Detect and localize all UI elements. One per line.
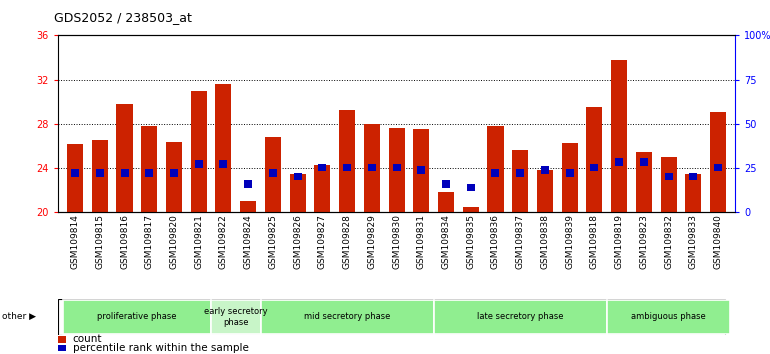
Text: GSM109829: GSM109829 bbox=[367, 215, 377, 269]
Bar bbox=[95, 169, 104, 177]
Bar bbox=[566, 169, 574, 177]
Bar bbox=[611, 60, 627, 212]
Bar bbox=[314, 165, 330, 212]
Text: GSM109822: GSM109822 bbox=[219, 215, 228, 269]
Bar bbox=[343, 164, 351, 171]
Bar bbox=[293, 173, 302, 180]
Bar bbox=[591, 164, 598, 171]
Bar bbox=[62, 300, 211, 334]
Bar bbox=[413, 130, 430, 212]
Text: GSM109817: GSM109817 bbox=[145, 215, 154, 269]
Bar bbox=[269, 169, 277, 177]
Bar bbox=[640, 158, 648, 166]
Text: GSM109830: GSM109830 bbox=[392, 215, 401, 269]
Bar bbox=[714, 164, 722, 171]
Text: GSM109834: GSM109834 bbox=[441, 215, 450, 269]
Bar bbox=[586, 107, 602, 212]
Bar bbox=[537, 170, 553, 212]
Bar bbox=[211, 300, 260, 334]
Text: GSM109816: GSM109816 bbox=[120, 215, 129, 269]
Bar bbox=[417, 166, 425, 174]
Text: GSM109814: GSM109814 bbox=[71, 215, 79, 269]
Text: GSM109836: GSM109836 bbox=[491, 215, 500, 269]
Text: percentile rank within the sample: percentile rank within the sample bbox=[72, 343, 249, 353]
Bar bbox=[58, 344, 66, 352]
Bar bbox=[318, 164, 326, 171]
Text: GSM109838: GSM109838 bbox=[541, 215, 550, 269]
Text: GSM109837: GSM109837 bbox=[516, 215, 524, 269]
Bar bbox=[636, 152, 652, 212]
Bar bbox=[265, 137, 281, 212]
Bar bbox=[120, 169, 129, 177]
Text: ambiguous phase: ambiguous phase bbox=[631, 312, 706, 321]
Text: GSM109821: GSM109821 bbox=[194, 215, 203, 269]
Bar bbox=[710, 112, 726, 212]
Bar bbox=[240, 201, 256, 212]
Text: count: count bbox=[72, 335, 102, 344]
Bar bbox=[615, 158, 623, 166]
Bar bbox=[191, 91, 207, 212]
Text: early secretory
phase: early secretory phase bbox=[204, 307, 268, 326]
Text: GSM109825: GSM109825 bbox=[269, 215, 277, 269]
Bar bbox=[67, 144, 83, 212]
Bar bbox=[363, 124, 380, 212]
Text: GSM109840: GSM109840 bbox=[714, 215, 722, 269]
Text: GSM109828: GSM109828 bbox=[343, 215, 352, 269]
Bar bbox=[434, 300, 607, 334]
Bar bbox=[541, 166, 549, 174]
Bar bbox=[512, 150, 528, 212]
Bar bbox=[71, 169, 79, 177]
Bar bbox=[607, 300, 731, 334]
Bar bbox=[166, 142, 182, 212]
Text: GSM109831: GSM109831 bbox=[417, 215, 426, 269]
Text: GSM109827: GSM109827 bbox=[318, 215, 326, 269]
Bar bbox=[491, 169, 500, 177]
Bar bbox=[689, 173, 698, 180]
Bar bbox=[561, 143, 578, 212]
Text: GSM109815: GSM109815 bbox=[95, 215, 104, 269]
Bar bbox=[141, 126, 157, 212]
Bar bbox=[467, 184, 475, 192]
Bar bbox=[116, 104, 132, 212]
Text: GSM109820: GSM109820 bbox=[169, 215, 179, 269]
Bar bbox=[290, 174, 306, 212]
Text: GDS2052 / 238503_at: GDS2052 / 238503_at bbox=[54, 11, 192, 24]
Bar bbox=[195, 160, 203, 168]
Text: GSM109826: GSM109826 bbox=[293, 215, 302, 269]
Text: GSM109823: GSM109823 bbox=[639, 215, 648, 269]
Bar bbox=[661, 157, 677, 212]
Bar bbox=[216, 84, 232, 212]
Bar bbox=[92, 141, 108, 212]
Bar bbox=[170, 169, 178, 177]
Bar bbox=[339, 109, 355, 212]
Text: GSM109819: GSM109819 bbox=[614, 215, 624, 269]
Bar bbox=[463, 207, 479, 212]
Bar bbox=[438, 193, 454, 212]
Bar bbox=[146, 169, 153, 177]
Text: GSM109832: GSM109832 bbox=[664, 215, 673, 269]
Text: proliferative phase: proliferative phase bbox=[97, 312, 176, 321]
Text: late secretory phase: late secretory phase bbox=[477, 312, 564, 321]
Text: GSM109839: GSM109839 bbox=[565, 215, 574, 269]
Bar bbox=[487, 126, 504, 212]
Bar bbox=[685, 174, 701, 212]
Bar bbox=[260, 300, 434, 334]
Bar bbox=[516, 169, 524, 177]
Bar bbox=[368, 164, 376, 171]
Bar bbox=[389, 128, 404, 212]
Text: GSM109818: GSM109818 bbox=[590, 215, 599, 269]
Bar bbox=[58, 336, 66, 343]
Text: other ▶: other ▶ bbox=[2, 312, 35, 321]
Text: GSM109824: GSM109824 bbox=[243, 215, 253, 269]
Text: GSM109833: GSM109833 bbox=[689, 215, 698, 269]
Text: GSM109835: GSM109835 bbox=[467, 215, 475, 269]
Text: mid secretory phase: mid secretory phase bbox=[304, 312, 390, 321]
Bar bbox=[442, 180, 450, 188]
Bar bbox=[244, 180, 253, 188]
Bar bbox=[393, 164, 400, 171]
Bar bbox=[665, 173, 673, 180]
Bar bbox=[219, 160, 227, 168]
